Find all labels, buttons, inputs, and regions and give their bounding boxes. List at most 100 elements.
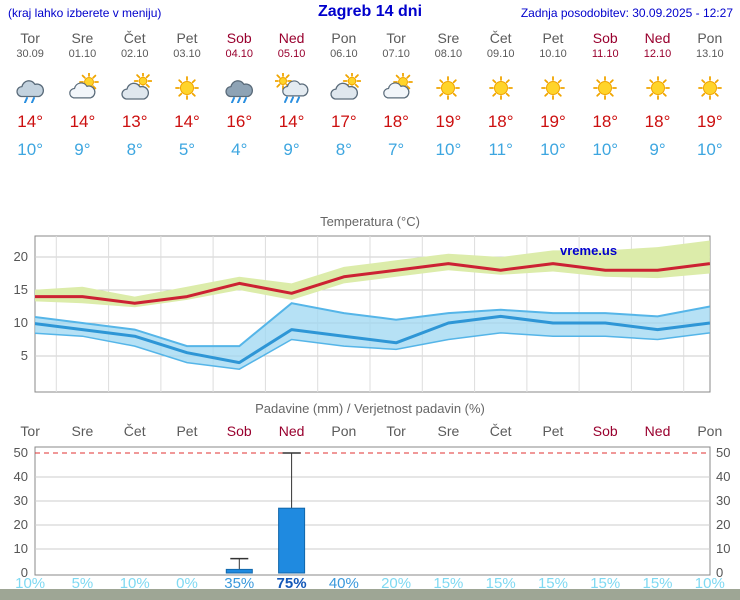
precip-probability-row: 10% 5% 10% 0% 35% 75% 40% 20% 15% 15% 15% 15% 15% 10% bbox=[4, 575, 736, 592]
precip-day-labels: Tor Sre Čet Pet Sob Ned Pon Tor Sre Čet Pet Sob Ned P… bbox=[4, 423, 736, 439]
precip-probability: 15% bbox=[590, 575, 621, 592]
precip-day-label: Tor bbox=[386, 423, 406, 439]
day-column-08.10[interactable]: Sre 08.10 19° 10° bbox=[422, 30, 474, 160]
precip-probability: 10% bbox=[119, 575, 150, 592]
day-max-temperature: 17° bbox=[330, 112, 357, 131]
precip-day-label: Pon bbox=[331, 423, 357, 439]
svg-text:20: 20 bbox=[14, 249, 28, 264]
precipitation-chart-title: Padavine (mm) / Verjetnost padavin (%) bbox=[255, 401, 485, 416]
precip-day-label: Ned bbox=[644, 423, 671, 439]
precip-probability: 15% bbox=[642, 575, 673, 592]
day-max-temperature: 19° bbox=[435, 112, 462, 131]
day-name: Sre bbox=[71, 30, 94, 46]
day-min-temperature: 7° bbox=[387, 140, 405, 159]
precip-probability: 35% bbox=[224, 575, 255, 592]
day-date: 02.10 bbox=[120, 48, 149, 60]
precip-probability: 20% bbox=[381, 575, 412, 592]
day-min-temperature: 9° bbox=[649, 140, 666, 159]
day-max-temperature: 16° bbox=[226, 112, 253, 131]
temp-max-line bbox=[35, 262, 710, 305]
precip-day-label: Sre bbox=[71, 423, 94, 439]
day-min-temperature: 10° bbox=[592, 140, 619, 159]
day-name: Tor bbox=[20, 30, 40, 46]
precip-probability: 10% bbox=[15, 575, 46, 592]
day-date: 10.10 bbox=[539, 48, 567, 60]
day-date: 01.10 bbox=[68, 48, 97, 60]
precip-probability: 5% bbox=[71, 575, 94, 592]
day-column-06.10[interactable]: Pon 06.10 17° 8° bbox=[318, 30, 370, 160]
cloud-rain-icon bbox=[4, 70, 56, 106]
day-name: Ned bbox=[644, 30, 671, 46]
menu-hint: (kraj lahko izberete v meniju) bbox=[8, 6, 162, 20]
day-column-01.10[interactable]: Sre 01.10 14° 9° bbox=[56, 30, 108, 160]
rain-icon bbox=[213, 70, 265, 106]
precip-day-label: Pon bbox=[697, 423, 723, 439]
day-min-temperature: 10° bbox=[696, 140, 723, 159]
svg-text:20: 20 bbox=[716, 517, 730, 532]
temp-min-line bbox=[35, 314, 710, 365]
day-column-30.09[interactable]: Tor 30.09 14° 10° bbox=[4, 30, 56, 160]
day-name: Ned bbox=[278, 30, 305, 46]
svg-text:20: 20 bbox=[14, 517, 28, 532]
day-name: Pet bbox=[542, 30, 564, 46]
sunny-icon bbox=[631, 70, 683, 106]
day-column-12.10[interactable]: Ned 12.10 18° 9° bbox=[631, 30, 683, 160]
watermark-link[interactable]: vreme.us bbox=[560, 243, 617, 258]
day-date: 09.10 bbox=[486, 48, 515, 60]
precip-day-label: Tor bbox=[20, 423, 40, 439]
day-max-temperature: 18° bbox=[383, 112, 409, 131]
day-date: 13.10 bbox=[696, 48, 724, 60]
svg-text:15: 15 bbox=[14, 282, 28, 297]
temperature-chart-title: Temperatura (°C) bbox=[320, 214, 420, 229]
day-column-07.10[interactable]: Tor 07.10 18° 7° bbox=[370, 30, 422, 160]
temperature-chart: 5 10 15 20 vreme.us bbox=[0, 232, 740, 398]
precip-probability: 40% bbox=[328, 575, 359, 592]
day-max-temperature: 14° bbox=[69, 112, 96, 131]
precip-day-label: Čet bbox=[489, 423, 512, 439]
day-name: Sob bbox=[592, 30, 618, 46]
sun-rain-icon bbox=[265, 70, 317, 106]
svg-text:0: 0 bbox=[21, 565, 28, 580]
precip-day-label: Pet bbox=[542, 423, 564, 439]
temperature-chart-svg: 5 10 15 20 vreme.us bbox=[14, 235, 711, 393]
day-column-11.10[interactable]: Sob 11.10 18° 10° bbox=[579, 30, 631, 160]
day-column-10.10[interactable]: Pet 10.10 19° 10° bbox=[527, 30, 579, 160]
day-column-13.10[interactable]: Pon 13.10 19° 10° bbox=[684, 30, 736, 160]
precip-day-label: Čet bbox=[123, 423, 146, 439]
day-column-03.10[interactable]: Pet 03.10 14° 5° bbox=[161, 30, 213, 160]
day-name: Tor bbox=[386, 30, 406, 46]
precip-day-label: Pet bbox=[176, 423, 198, 439]
day-name: Čet bbox=[489, 30, 512, 46]
day-min-temperature: 8° bbox=[126, 140, 143, 159]
day-column-05.10[interactable]: Ned 05.10 14° 9° bbox=[265, 30, 317, 160]
precip-probability: 15% bbox=[433, 575, 464, 592]
precipitation-chart-svg: 0 0 10 10 20 20 30 30 40 40 50 50 bbox=[14, 445, 731, 580]
day-min-temperature: 9° bbox=[74, 140, 91, 159]
svg-text:50: 50 bbox=[716, 445, 730, 460]
day-date: 06.10 bbox=[330, 48, 358, 60]
svg-text:0: 0 bbox=[716, 565, 723, 580]
day-date: 12.10 bbox=[643, 48, 672, 60]
day-name: Pon bbox=[331, 30, 357, 46]
precip-probability: 75% bbox=[276, 575, 307, 592]
day-name: Čet bbox=[123, 30, 146, 46]
day-column-02.10[interactable]: Čet 02.10 13° 8° bbox=[109, 30, 161, 160]
svg-text:10: 10 bbox=[716, 541, 730, 556]
day-min-temperature: 10° bbox=[17, 140, 43, 159]
svg-text:30: 30 bbox=[716, 493, 730, 508]
sunny-icon bbox=[161, 70, 213, 106]
precipitation-chart: 0 0 10 10 20 20 30 30 40 40 50 50 bbox=[0, 443, 740, 583]
day-date: 08.10 bbox=[434, 48, 463, 60]
day-column-09.10[interactable]: Čet 09.10 18° 11° bbox=[475, 30, 527, 160]
day-date: 03.10 bbox=[173, 48, 201, 60]
day-column-04.10[interactable]: Sob 04.10 16° 4° bbox=[213, 30, 265, 160]
svg-text:5: 5 bbox=[21, 348, 28, 363]
sunny-icon bbox=[422, 70, 474, 106]
day-max-temperature: 18° bbox=[592, 112, 619, 131]
day-max-temperature: 18° bbox=[487, 112, 514, 131]
day-date: 11.10 bbox=[591, 48, 619, 60]
precip-probability: 10% bbox=[694, 575, 725, 592]
day-min-temperature: 11° bbox=[488, 140, 513, 159]
day-max-temperature: 19° bbox=[696, 112, 723, 131]
